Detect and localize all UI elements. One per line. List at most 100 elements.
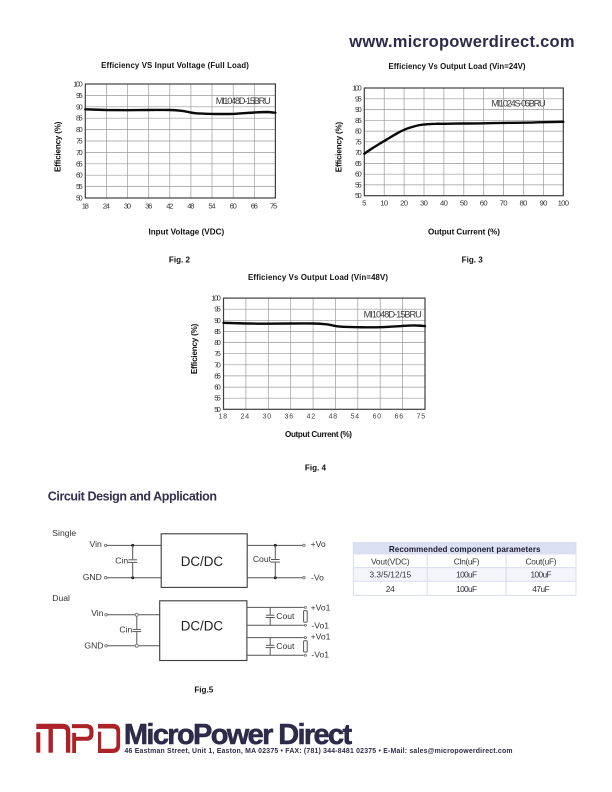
svg-text:MI1048D-15BRU: MI1048D-15BRU	[364, 309, 422, 319]
svg-text:Recommended component paramete: Recommended component parameters	[389, 545, 541, 554]
svg-text:+Vo1: +Vo1	[311, 602, 331, 612]
svg-text:100: 100	[73, 80, 83, 89]
svg-text:DC/DC: DC/DC	[181, 554, 224, 569]
svg-text:75: 75	[355, 137, 362, 146]
svg-text:Vout(VDC): Vout(VDC)	[371, 556, 410, 566]
svg-text:90: 90	[214, 316, 221, 325]
svg-text:100: 100	[558, 199, 569, 208]
svg-text:Cin: Cin	[119, 624, 132, 634]
svg-text:Efficiency (%): Efficiency (%)	[190, 323, 199, 374]
svg-text:80: 80	[520, 199, 528, 208]
svg-text:54: 54	[208, 202, 215, 211]
svg-text:66: 66	[395, 413, 404, 420]
svg-text:60: 60	[355, 170, 362, 179]
svg-text:80: 80	[214, 338, 221, 347]
svg-text:55: 55	[76, 182, 83, 191]
svg-text:GND: GND	[84, 641, 103, 651]
svg-text:36: 36	[145, 202, 152, 211]
svg-text:90: 90	[539, 199, 547, 208]
svg-text:42: 42	[307, 413, 316, 420]
svg-text:10: 10	[380, 199, 388, 208]
svg-text:-Vo1: -Vo1	[311, 620, 329, 630]
svg-text:18: 18	[219, 413, 228, 420]
svg-text:100uF: 100uF	[456, 584, 477, 594]
svg-text:Efficiency Vs Output Load (Vin: Efficiency Vs Output Load (Vin=24V)	[389, 62, 526, 71]
svg-text:24: 24	[103, 202, 110, 211]
svg-text:100uF: 100uF	[531, 570, 552, 580]
svg-text:-Vo: -Vo	[311, 573, 324, 583]
svg-text:55: 55	[214, 394, 221, 403]
svg-text:95: 95	[214, 305, 221, 314]
svg-text:30: 30	[420, 199, 428, 208]
svg-text:Vin: Vin	[90, 539, 102, 549]
svg-text:MicroPower Direct: MicroPower Direct	[124, 719, 353, 751]
svg-text:Cin: Cin	[115, 555, 128, 565]
svg-text:36: 36	[285, 413, 294, 420]
svg-text:40: 40	[440, 199, 448, 208]
svg-text:Single: Single	[52, 528, 76, 538]
svg-text:60: 60	[480, 199, 488, 208]
svg-text:3.3/5/12/15: 3.3/5/12/15	[369, 570, 411, 580]
svg-text:42: 42	[166, 202, 173, 211]
svg-text:Circuit Design and Application: Circuit Design and Application	[48, 489, 217, 503]
svg-text:65: 65	[355, 159, 362, 168]
svg-text:24: 24	[241, 413, 250, 420]
svg-text:Efficiency Vs Output Load (Vi: Efficiency Vs Output Load (Vin=48V)	[248, 273, 388, 282]
svg-text:18: 18	[82, 202, 89, 211]
svg-text:66: 66	[251, 202, 258, 211]
svg-text:Vin: Vin	[91, 608, 103, 618]
svg-text:Fig. 4: Fig. 4	[305, 464, 327, 473]
svg-text:48: 48	[187, 202, 194, 211]
svg-text:65: 65	[214, 371, 221, 380]
svg-text:Input Voltage (VDC): Input Voltage (VDC)	[148, 227, 224, 236]
svg-text:+Vo: +Vo	[311, 539, 326, 549]
svg-text:-Vo1: -Vo1	[311, 649, 329, 659]
svg-text:75: 75	[214, 349, 221, 358]
svg-text:Fig.5: Fig.5	[194, 685, 213, 694]
svg-text:85: 85	[76, 114, 83, 123]
svg-text:65: 65	[76, 159, 83, 168]
svg-text:Output Current (%): Output Current (%)	[428, 227, 500, 236]
svg-text:30: 30	[124, 202, 131, 211]
svg-text:70: 70	[214, 360, 221, 369]
svg-text:75: 75	[270, 202, 277, 211]
svg-text:80: 80	[355, 127, 362, 136]
svg-text:+Vo1: +Vo1	[311, 631, 331, 641]
svg-text:100uF: 100uF	[456, 570, 477, 580]
svg-text:24: 24	[386, 584, 395, 594]
svg-text:55: 55	[355, 180, 362, 189]
svg-text:Efficiency (%): Efficiency (%)	[335, 121, 344, 172]
svg-text:60: 60	[373, 413, 382, 420]
svg-text:80: 80	[76, 125, 83, 134]
svg-text:90: 90	[355, 105, 362, 114]
svg-text:Efficiency VS Input Voltage (F: Efficiency VS Input Voltage (Full Load)	[101, 61, 249, 70]
svg-text:Cout: Cout	[276, 611, 295, 621]
svg-text:60: 60	[214, 383, 221, 392]
svg-text:Fig. 2: Fig. 2	[169, 256, 191, 265]
svg-text:47uF: 47uF	[532, 584, 549, 594]
svg-text:50: 50	[76, 194, 83, 203]
svg-text:Efficiency (%): Efficiency (%)	[53, 121, 62, 172]
svg-text:54: 54	[351, 413, 360, 420]
svg-text:100: 100	[211, 294, 221, 303]
svg-text:85: 85	[214, 327, 221, 336]
svg-text:75: 75	[417, 413, 426, 420]
svg-text:DC/DC: DC/DC	[181, 618, 224, 633]
svg-text:95: 95	[355, 94, 362, 103]
svg-text:CIn(uF): CIn(uF)	[454, 556, 480, 566]
svg-text:20: 20	[400, 199, 408, 208]
svg-text:30: 30	[263, 413, 272, 420]
svg-text:Fig. 3: Fig. 3	[462, 256, 484, 265]
svg-text:50: 50	[214, 405, 221, 414]
svg-text:Dual: Dual	[52, 593, 70, 603]
svg-text:75: 75	[76, 137, 83, 146]
svg-text:Output Current (%): Output Current (%)	[285, 430, 352, 439]
svg-text:95: 95	[76, 91, 83, 100]
svg-text:50: 50	[460, 199, 468, 208]
svg-text:5: 5	[362, 199, 366, 208]
svg-text:70: 70	[500, 199, 508, 208]
svg-text:Cout(uF): Cout(uF)	[525, 556, 556, 566]
svg-text:46 Eastman Street, Unit 1, Eas: 46 Eastman Street, Unit 1, Easton, MA 02…	[125, 748, 513, 755]
svg-text:85: 85	[355, 116, 362, 125]
svg-text:90: 90	[76, 102, 83, 111]
